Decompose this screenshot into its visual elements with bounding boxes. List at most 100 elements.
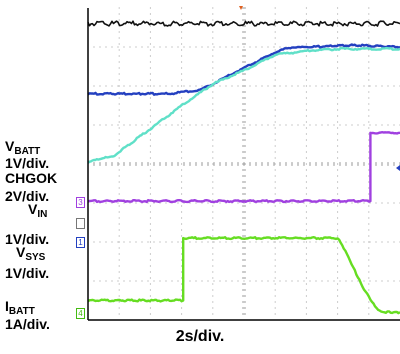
grid-dot bbox=[149, 139, 151, 141]
grid-dot bbox=[375, 46, 377, 48]
grid-dot bbox=[305, 265, 307, 267]
grid-dot bbox=[201, 46, 203, 48]
grid-dot bbox=[368, 253, 370, 255]
grid-dot bbox=[181, 145, 183, 147]
grid-dot bbox=[181, 67, 183, 69]
grid-dot bbox=[305, 121, 307, 123]
grid-dot bbox=[305, 55, 307, 57]
grid-dot bbox=[305, 253, 307, 255]
grid-dot bbox=[303, 85, 305, 87]
grid-dot bbox=[305, 109, 307, 111]
grid-dot bbox=[261, 46, 263, 48]
grid-dot bbox=[212, 7, 214, 9]
grid-dot bbox=[195, 202, 197, 204]
grid-dot bbox=[118, 229, 120, 231]
grid-dot bbox=[212, 253, 214, 255]
grid-dot bbox=[147, 241, 149, 243]
grid-dot bbox=[357, 85, 359, 87]
grid-dot bbox=[212, 265, 214, 267]
grid-dot bbox=[337, 55, 339, 57]
grid-dot bbox=[274, 43, 276, 45]
grid-dot bbox=[111, 241, 113, 243]
grid-dot bbox=[149, 253, 151, 255]
grid-dot bbox=[118, 313, 120, 315]
grid-dot bbox=[212, 127, 214, 129]
grid-dot bbox=[243, 202, 245, 204]
grid-dot bbox=[274, 295, 276, 297]
ibatt-sub: BATT bbox=[8, 306, 35, 317]
grid-dot bbox=[274, 139, 276, 141]
grid-dot bbox=[181, 205, 183, 207]
grid-dot bbox=[267, 124, 269, 126]
vbatt-label: VBATT bbox=[5, 139, 40, 158]
grid-dot bbox=[305, 25, 307, 27]
grid-dot bbox=[201, 241, 203, 243]
grid-dot bbox=[337, 265, 339, 267]
grid-dot bbox=[315, 241, 317, 243]
grid-dot bbox=[149, 37, 151, 39]
grid-dot bbox=[93, 202, 95, 204]
grid-dot bbox=[368, 217, 370, 219]
grid-dot bbox=[212, 109, 214, 111]
grid-dot bbox=[149, 25, 151, 27]
grid-dot bbox=[368, 229, 370, 231]
grid-dot bbox=[153, 280, 155, 282]
grid-dot bbox=[212, 247, 214, 249]
grid-dot bbox=[309, 202, 311, 204]
grid-dot bbox=[261, 202, 263, 204]
grid-dot bbox=[117, 124, 119, 126]
vin-scale: 1V/div. bbox=[5, 231, 50, 247]
grid-dot bbox=[337, 121, 339, 123]
grid-dot bbox=[149, 133, 151, 135]
grid-dot bbox=[93, 85, 95, 87]
grid-dot bbox=[249, 46, 251, 48]
grid-dot bbox=[118, 295, 120, 297]
grid-dot bbox=[305, 193, 307, 195]
grid-dot bbox=[337, 175, 339, 177]
grid-dot bbox=[274, 217, 276, 219]
grid-dot bbox=[305, 19, 307, 21]
grid-dot bbox=[189, 85, 191, 87]
grid-dot bbox=[305, 115, 307, 117]
grid-dot bbox=[279, 280, 281, 282]
grid-dot bbox=[305, 301, 307, 303]
grid-dot bbox=[337, 43, 339, 45]
traces bbox=[87, 20, 400, 315]
grid-dot bbox=[165, 46, 167, 48]
grid-dot bbox=[177, 202, 179, 204]
grid-dot bbox=[129, 124, 131, 126]
grid-dot bbox=[274, 187, 276, 189]
grid-dot bbox=[129, 85, 131, 87]
grid-dot bbox=[117, 280, 119, 282]
grid-dot bbox=[255, 124, 257, 126]
grid-dot bbox=[118, 277, 120, 279]
grid-dot bbox=[337, 277, 339, 279]
grid-dot bbox=[274, 193, 276, 195]
grid-dot bbox=[212, 271, 214, 273]
grid-dot bbox=[181, 295, 183, 297]
grid-dot bbox=[237, 46, 239, 48]
grid-dot bbox=[274, 79, 276, 81]
grid-dot bbox=[337, 73, 339, 75]
grid-dot bbox=[337, 19, 339, 21]
grid-dot bbox=[118, 289, 120, 291]
grid-dot bbox=[368, 157, 370, 159]
grid-dot bbox=[118, 169, 120, 171]
grid-dot bbox=[231, 46, 233, 48]
grid-dot bbox=[368, 139, 370, 141]
grid-dot bbox=[181, 73, 183, 75]
grid-dot bbox=[261, 85, 263, 87]
grid-dot bbox=[285, 202, 287, 204]
grid-dot bbox=[149, 49, 151, 51]
grid-dot bbox=[305, 181, 307, 183]
grid-dot bbox=[303, 202, 305, 204]
grid-dot bbox=[368, 235, 370, 237]
grid-dot bbox=[237, 280, 239, 282]
grid-dot bbox=[305, 139, 307, 141]
grid-dot bbox=[337, 253, 339, 255]
grid-dot bbox=[149, 163, 151, 165]
grid-dot bbox=[274, 175, 276, 177]
grid-dot bbox=[118, 145, 120, 147]
grid-dot bbox=[181, 223, 183, 225]
grid-dot bbox=[219, 124, 221, 126]
